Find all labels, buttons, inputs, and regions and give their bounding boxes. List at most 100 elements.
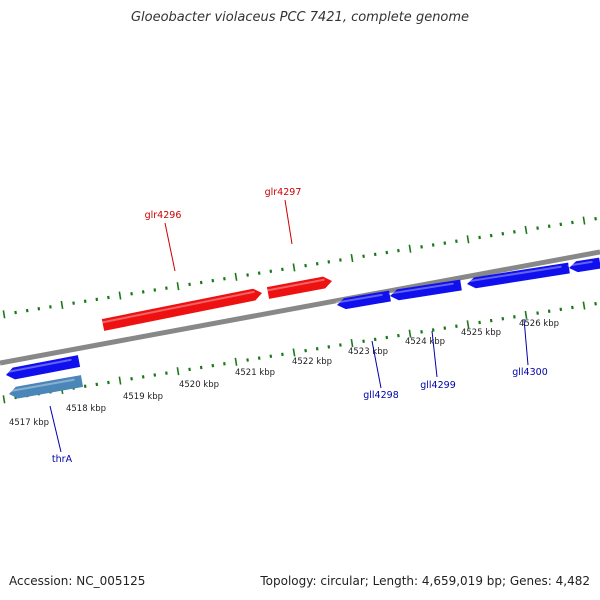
forward-tick — [466, 235, 470, 244]
gene-glr4297[interactable] — [266, 276, 332, 299]
gene-features — [4, 257, 600, 399]
kbp-label: 4517 kbp — [9, 418, 49, 428]
gene-highlighted-shape[interactable] — [9, 375, 84, 399]
gene-label-leader — [371, 340, 382, 389]
forward-tick — [269, 269, 273, 273]
kbp-label: 4518 kbp — [66, 404, 106, 414]
gene-gll4298-shape[interactable] — [337, 290, 391, 310]
reverse-tick — [466, 320, 470, 329]
forward-tick — [385, 250, 389, 255]
gene-label[interactable]: glr4297 — [265, 187, 302, 198]
reverse-tick — [455, 324, 458, 328]
forward-tick — [223, 276, 226, 281]
forward-tick — [2, 310, 6, 319]
forward-tick — [304, 263, 307, 268]
reverse-tick — [246, 358, 249, 362]
gene-label[interactable]: thrA — [52, 454, 73, 465]
reverse-tick — [571, 305, 574, 310]
reverse-tick — [304, 348, 307, 353]
gene-highlighted-highlight — [7, 378, 75, 393]
forward-tick — [431, 243, 435, 247]
reverse-tick — [547, 309, 551, 313]
reverse-tick — [408, 329, 412, 338]
reverse-tick — [582, 301, 586, 310]
genome-summary: Topology: circular; Length: 4,659,019 bp… — [260, 574, 590, 588]
forward-tick — [14, 310, 17, 315]
reverse-tick — [315, 346, 319, 351]
forward-tick — [455, 239, 458, 243]
forward-tick — [141, 290, 145, 294]
gene-label-leader — [49, 405, 62, 453]
forward-tick — [107, 295, 110, 300]
gene-glr4297-highlight — [266, 278, 325, 292]
forward-tick — [37, 306, 41, 311]
forward-tick — [25, 308, 29, 313]
gene-thrA-highlight — [4, 358, 72, 374]
gene-glr4297-shape[interactable] — [266, 276, 332, 299]
forward-tick — [315, 261, 319, 266]
gene-gll4298[interactable] — [335, 290, 391, 310]
forward-tick — [373, 252, 377, 257]
gene-glr4296-shape[interactable] — [101, 288, 262, 331]
gene-highlighted[interactable] — [7, 375, 84, 399]
gene-gll4299-highlight — [388, 282, 454, 295]
reverse-tick — [141, 375, 145, 379]
kbp-label: 4524 kbp — [405, 337, 445, 347]
gene-label-leader — [284, 199, 293, 245]
kbp-label: 4519 kbp — [123, 392, 163, 402]
reverse-tick — [281, 352, 284, 357]
forward-tick — [188, 282, 191, 287]
reverse-tick — [489, 318, 493, 323]
reverse-tick — [362, 339, 365, 343]
gene-gll4299-shape[interactable] — [390, 279, 462, 301]
gene-label[interactable]: gll4299 — [420, 380, 456, 391]
reverse-tick — [594, 301, 597, 306]
reverse-tick — [223, 361, 226, 366]
labels: 4517 kbp 4518 kbp 4519 kbp 4520 kbp 4521 kbp… — [9, 187, 559, 465]
gene-thrA[interactable] — [4, 355, 81, 380]
forward-tick — [95, 297, 99, 302]
reverse-tick — [269, 354, 273, 358]
gene-gll4300-highlight — [465, 265, 562, 283]
reverse-tick — [373, 337, 377, 342]
reverse-tick — [385, 335, 389, 340]
forward-tick — [594, 216, 597, 221]
reverse-tick — [339, 343, 342, 347]
forward-tick — [83, 299, 87, 303]
gene-gll4300[interactable] — [465, 262, 570, 289]
forward-tick — [327, 260, 331, 264]
forward-tick — [536, 226, 539, 230]
kbp-label: 4526 kbp — [519, 319, 559, 329]
kbp-label: 4525 kbp — [461, 328, 501, 338]
forward-tick — [176, 282, 180, 291]
gene-next-shape[interactable] — [569, 257, 600, 273]
gene-glr4296[interactable] — [101, 288, 262, 331]
reverse-tick — [397, 333, 400, 338]
gene-gll4299[interactable] — [388, 279, 462, 301]
forward-tick — [571, 220, 574, 225]
gene-label[interactable]: gll4300 — [512, 367, 548, 378]
forward-tick — [292, 263, 296, 272]
forward-tick — [397, 248, 400, 253]
gene-thrA-shape[interactable] — [6, 355, 81, 380]
gene-label[interactable]: gll4298 — [363, 390, 399, 401]
reverse-tick — [327, 345, 331, 349]
reverse-strand-ticks — [2, 301, 597, 404]
kbp-label: 4521 kbp — [235, 368, 275, 378]
forward-tick — [246, 273, 249, 277]
forward-tick — [489, 233, 493, 238]
forward-tick — [234, 272, 238, 281]
reverse-tick — [176, 367, 180, 376]
reverse-tick — [107, 380, 110, 385]
reverse-tick — [443, 326, 447, 330]
forward-tick — [362, 254, 365, 258]
gene-next[interactable] — [567, 257, 600, 273]
reverse-tick — [420, 330, 423, 334]
forward-tick — [339, 258, 342, 262]
gene-label[interactable]: glr4296 — [145, 210, 182, 221]
forward-tick — [118, 291, 122, 300]
forward-tick — [501, 231, 505, 236]
forward-tick — [443, 241, 447, 245]
gene-label-leader — [523, 318, 529, 366]
gene-gll4300-shape[interactable] — [467, 262, 570, 289]
